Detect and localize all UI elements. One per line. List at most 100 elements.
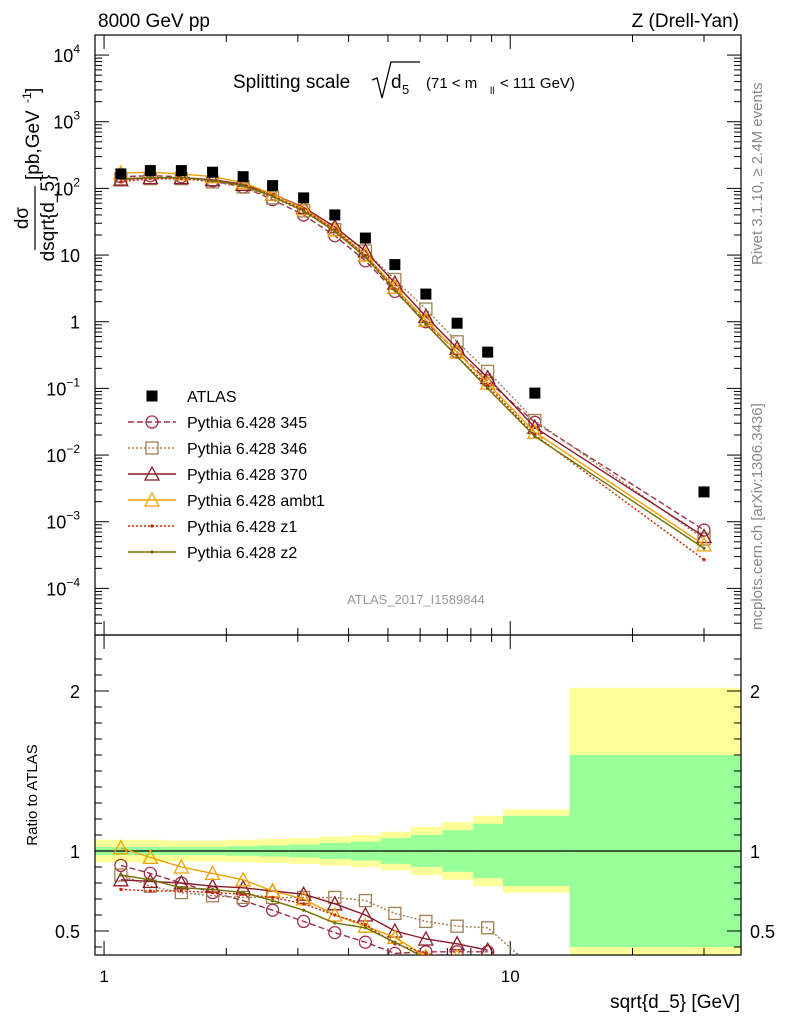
ratio-series-point [148,878,152,882]
ylabel-unit: [pb,GeV [23,110,44,180]
legend-marker [143,465,161,481]
sqrt-symbol [371,61,420,99]
y-tick-label: 10 [60,246,80,266]
legend: ATLAS Pythia 6.428 345 Pythia 6.428 346 Pyt… [128,389,325,562]
ratio-series-point [302,908,306,912]
y-tick-label: 104 [53,42,80,66]
legend-label: Pythia 6.428 346 [187,441,307,458]
ratio-series-point [235,871,252,887]
ratio-series-point [173,858,190,874]
data-point [267,180,279,192]
ratio-series-point [388,946,402,955]
data-point [175,165,187,177]
chart-title: Splitting scale d 5 (71 < m ll < 111 GeV… [233,61,575,99]
ratio-y-tick-label: 1 [70,842,80,862]
rivet-label: Rivet 3.1.10, ≥ 2.4M events [749,83,766,266]
ratio-series-point [179,886,183,890]
ratio-series-point [295,885,312,901]
ratio-series-point [363,926,367,930]
series-point [695,536,713,552]
series-point [204,171,221,187]
ratio-series-point [424,951,428,955]
ratio-series-point [296,914,311,929]
y-tick-label: 102 [53,175,80,199]
ratio-series-point [480,941,495,955]
ratio-series-point [270,899,275,903]
data-point [207,166,219,178]
xlabel: sqrt{d_5} [GeV] [610,992,740,1013]
y-tick-label: 103 [53,109,80,133]
ratio-series-point [326,906,343,922]
legend-label: Pythia 6.428 370 [187,467,307,484]
series-point [241,184,245,188]
series-point [270,194,275,198]
ratio-series [119,873,459,964]
series-point [455,354,459,359]
series-line [120,171,705,546]
series-point [526,423,543,439]
legend-label: ATLAS [187,389,237,406]
data-point [482,346,494,358]
ratio-series-point [148,889,152,893]
title-main: Splitting scale [233,72,350,93]
ratio-series-point [358,893,373,908]
series-point [393,288,397,292]
series-point [388,272,402,287]
main-panel: 10410310210110−110−210−310−4ATLASPythia … [46,34,742,636]
ratio-y-tick-label-right: 0.5 [750,922,775,942]
ratio-series-point [119,873,123,877]
data-point [529,387,541,399]
ratio-series-point [333,921,337,925]
x-tick-label: 1 [99,967,108,986]
title-range: (71 < m [426,75,477,92]
series-point [119,180,123,184]
ratio-series [119,887,438,955]
mcplots-label: mcplots.cern.ch [arXiv:1306.3436] [749,403,766,630]
y-tick-label: 10−2 [46,442,80,466]
ratio-series-point [481,945,495,955]
ratio-series-point [481,921,495,935]
ratio-series-point [358,935,373,949]
analysis-label: ATLAS_2017_I1589844 [347,592,485,607]
ratio-series-point [328,925,342,940]
ratio-series-point [112,839,129,855]
legend-marker [143,491,161,507]
ratio-series-point [326,895,343,911]
data-point [451,317,463,329]
ratio-series [112,839,461,955]
ratio-panel: 1 10 0.5 0.5 1 1 2 2 [55,634,775,986]
ratio-series-point [114,868,128,882]
data-point [420,288,432,300]
ratio-frame [94,634,742,956]
ratio-series-point [302,902,306,906]
ratio-series-line [120,879,488,951]
header-left: 8000 GeV pp [98,11,210,32]
series-point [363,255,367,259]
legend-marker [145,415,159,429]
legend-label: Pythia 6.428 345 [187,415,307,432]
series-point [424,322,428,326]
legend-label: Pythia 6.428 z2 [187,545,297,562]
ratio-series-point [210,887,215,892]
title-range-end: < 111 GeV) [500,75,575,92]
ratio-series-line [120,874,422,955]
ylabel-den: dsqrt{d_5} [38,175,59,262]
ratio-y-tick-label: 0.5 [55,922,80,942]
ratio-series-point [357,917,374,933]
ylabel-num: dσ [12,207,33,230]
series-point [695,528,713,544]
series-point [486,386,490,391]
series-point [264,185,281,201]
data-point [144,165,156,177]
legend-data-marker [146,390,158,402]
ratio-series-point [357,906,374,922]
ratio-series-point [210,891,215,895]
header-right: Z (Drell-Yan) [632,11,739,32]
y-tick-label: 10−3 [46,509,80,533]
ratio-y-tick-label-right: 1 [750,842,760,862]
ratio-series-point [456,961,459,964]
data-point [115,168,127,180]
legend-marker [150,550,154,554]
series-line [120,177,705,540]
